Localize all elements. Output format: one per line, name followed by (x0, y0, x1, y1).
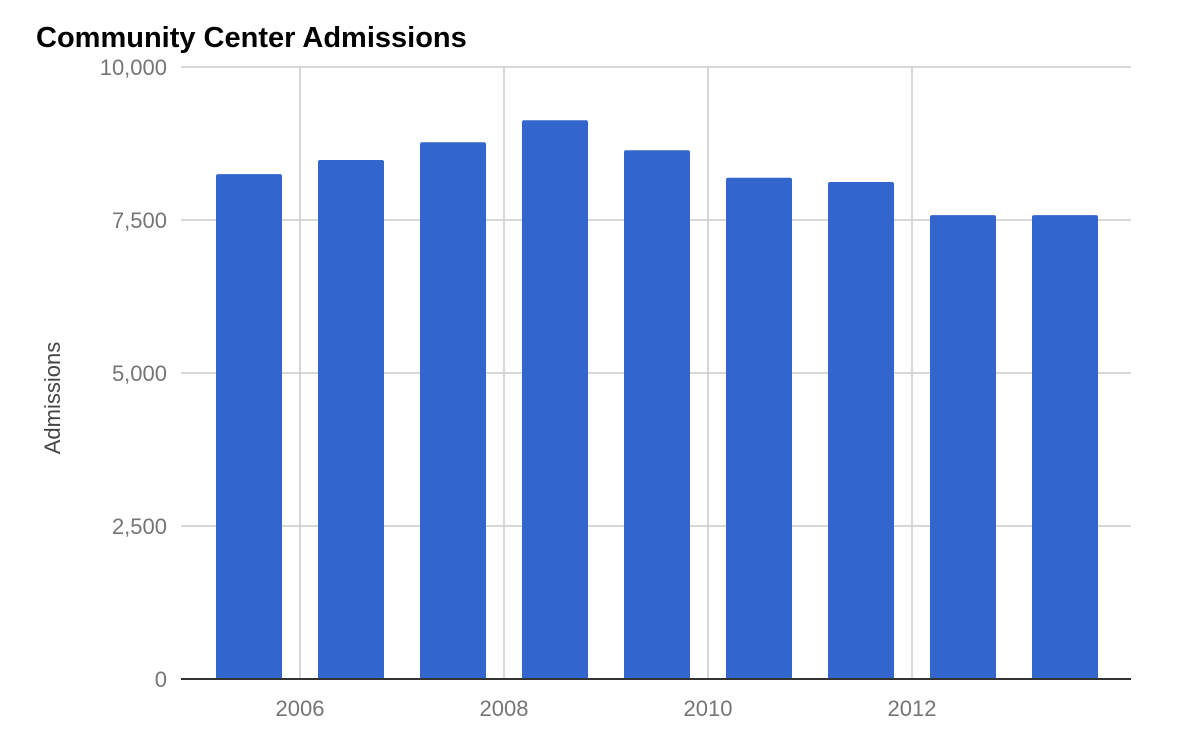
bar-2012 (930, 215, 996, 679)
x-tick-label: 2010 (684, 696, 733, 721)
bar-2010 (726, 177, 792, 679)
bar-2005 (216, 174, 282, 679)
y-tick-label: 5,000 (112, 361, 167, 386)
bar-2013 (1032, 215, 1098, 679)
y-tick-label: 2,500 (112, 514, 167, 539)
x-tick-label: 2008 (480, 696, 529, 721)
bar-2006 (318, 160, 384, 680)
x-tick-label: 2006 (276, 696, 325, 721)
y-axis-title: Admissions (40, 342, 65, 454)
bars (216, 120, 1098, 680)
y-tick-label: 0 (155, 667, 167, 692)
bar-2008 (522, 120, 588, 679)
bar-2011 (828, 182, 894, 679)
bar-2007 (420, 142, 486, 679)
x-axis-ticks: 2006 2008 2010 2012 (276, 696, 937, 721)
y-tick-label: 7,500 (112, 208, 167, 233)
x-tick-label: 2012 (888, 696, 937, 721)
chart-title: Community Center Admissions (36, 22, 467, 54)
bar-2009 (624, 150, 690, 679)
y-tick-label: 10,000 (100, 55, 167, 80)
y-axis-ticks: 0 2,500 5,000 7,500 10,000 (100, 55, 167, 692)
